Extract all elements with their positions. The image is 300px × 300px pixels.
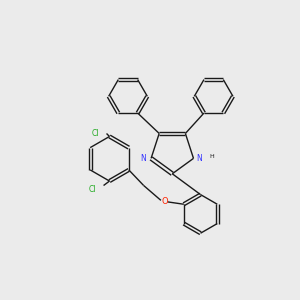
Text: H: H: [210, 154, 214, 159]
Text: O: O: [161, 197, 168, 206]
Text: N: N: [140, 154, 146, 163]
Text: Cl: Cl: [92, 129, 99, 138]
Text: N: N: [196, 154, 202, 163]
Text: Cl: Cl: [88, 185, 96, 194]
